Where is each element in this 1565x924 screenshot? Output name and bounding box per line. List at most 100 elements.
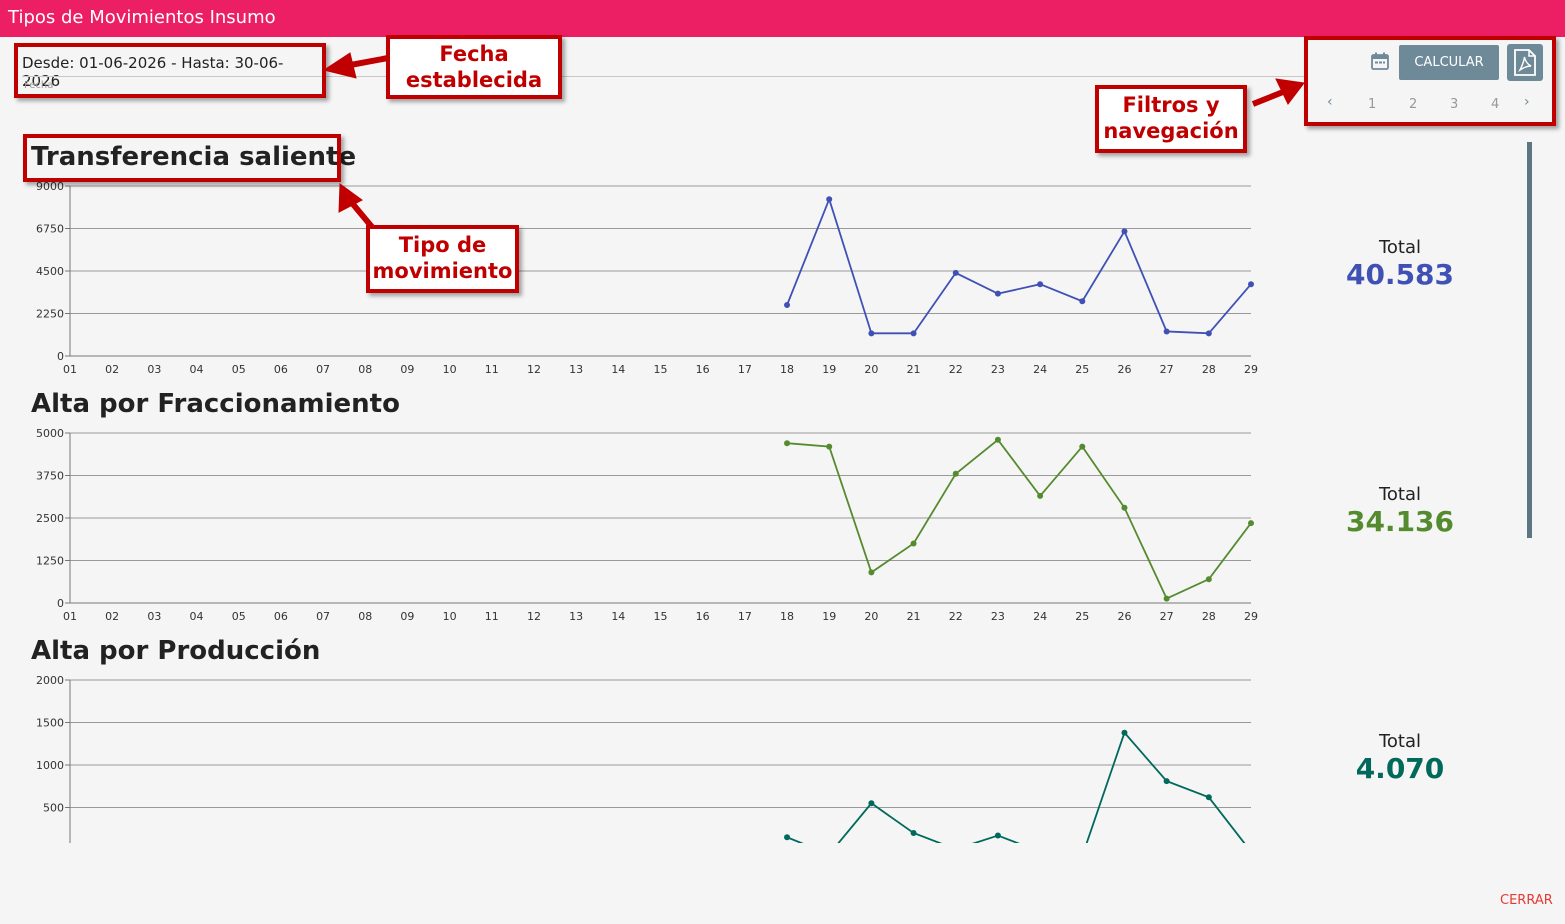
x-tick-label: 14: [611, 363, 625, 376]
pdf-export-button[interactable]: [1507, 44, 1543, 81]
x-tick-label: 04: [190, 610, 204, 623]
x-tick-label: 12: [527, 363, 541, 376]
data-point: [910, 330, 917, 337]
y-tick-label: 1500: [36, 717, 64, 730]
series-line: [786, 730, 1246, 843]
page-1[interactable]: 1: [1368, 97, 1377, 112]
highlight-filters: [1304, 36, 1556, 126]
series-line: [786, 438, 1252, 600]
y-tick-label: 6750: [36, 223, 64, 236]
page-2[interactable]: 2: [1409, 97, 1418, 112]
data-point: [1121, 504, 1128, 511]
chart-title-transferencia: Transferencia saliente: [31, 142, 357, 172]
calendar-icon[interactable]: [1370, 51, 1390, 71]
x-tick-label: 23: [991, 610, 1005, 623]
x-tick-label: 19: [822, 610, 836, 623]
data-point: [910, 540, 917, 547]
data-point: [1248, 520, 1254, 527]
total-label: Total: [1378, 484, 1422, 505]
x-tick-label: 08: [358, 610, 372, 623]
date-range-field[interactable]: Desde: 01-06-2026 - Hasta: 30-06-2026 Fe…: [22, 54, 1304, 91]
date-field-underline: [22, 76, 1304, 77]
x-tick-label: 09: [400, 363, 414, 376]
y-tick-label: 9000: [36, 180, 64, 193]
x-tick-label: 08: [358, 363, 372, 376]
x-tick-label: 16: [696, 610, 710, 623]
data-point: [1121, 228, 1128, 235]
x-tick-label: 25: [1075, 610, 1089, 623]
x-tick-label: 28: [1202, 610, 1216, 623]
x-tick-label: 01: [63, 610, 77, 623]
total-label: Total: [1378, 237, 1422, 258]
chart-clip-area: 0 500 1000 1500 2000 01 02 03 04 05 06 07 08 09 10 11 12…: [0, 660, 1300, 843]
x-tick-label: 26: [1117, 610, 1131, 623]
data-point: [1205, 576, 1212, 583]
x-tick-label: 25: [1075, 363, 1089, 376]
chart-title-produccion: Alta por Producción: [31, 636, 321, 666]
x-tick-label: 24: [1033, 363, 1047, 376]
y-tick-label: 500: [43, 802, 64, 815]
data-point: [784, 440, 791, 447]
next-page-button[interactable]: ›: [1524, 94, 1530, 110]
x-tick-label: 28: [1202, 363, 1216, 376]
total-value: 40.583: [1345, 258, 1455, 291]
x-tick-label: 22: [949, 363, 963, 376]
arrow-fecha: [344, 55, 389, 69]
x-tick-label: 15: [654, 363, 668, 376]
x-tick-label: 06: [274, 610, 288, 623]
x-tick-label: 16: [696, 363, 710, 376]
series-line: [786, 196, 1252, 335]
close-button[interactable]: CERRAR: [1500, 893, 1553, 908]
y-tick-label: 0: [57, 597, 64, 610]
y-tick-label: 2250: [36, 308, 64, 321]
scrollbar-thumb[interactable]: [1527, 142, 1532, 538]
data-point: [1163, 328, 1170, 335]
data-point: [826, 443, 833, 450]
data-point: [1163, 778, 1170, 785]
pagination: ‹ 1 2 3 4 ›: [1317, 94, 1547, 118]
x-tick-label: 03: [147, 363, 161, 376]
y-tick-label: 4500: [36, 265, 64, 278]
prev-page-button[interactable]: ‹: [1327, 94, 1333, 110]
x-tick-label: 02: [105, 363, 119, 376]
y-tick-label: 3750: [36, 470, 64, 483]
x-tick-label: 10: [443, 610, 457, 623]
x-tick-label: 05: [232, 610, 246, 623]
x-tick-label: 21: [907, 363, 921, 376]
y-tick-label: 2000: [36, 674, 64, 687]
data-point: [784, 302, 791, 308]
x-tick-label: 05: [232, 363, 246, 376]
y-tick-label: 1000: [36, 759, 64, 772]
x-tick-label: 04: [190, 363, 204, 376]
date-field-label: Fecha: [24, 80, 54, 91]
x-tick-label: 03: [147, 610, 161, 623]
x-tick-label: 24: [1033, 610, 1047, 623]
x-tick-label: 27: [1160, 610, 1174, 623]
page-3[interactable]: 3: [1450, 97, 1459, 112]
x-tick-label: 07: [316, 363, 330, 376]
y-tick-label: 1250: [36, 555, 64, 568]
data-point: [826, 196, 833, 203]
total-value: 4.070: [1355, 752, 1445, 785]
x-tick-label: 02: [105, 610, 119, 623]
x-tick-label: 18: [780, 363, 794, 376]
data-point: [952, 269, 959, 276]
x-tick-label: 27: [1160, 363, 1174, 376]
annotation-fecha: Fecha establecida: [386, 35, 562, 99]
data-point: [1205, 794, 1212, 801]
pdf-icon: [1514, 49, 1536, 76]
chart-transferencia-saliente: 0 2250 4500 6750 9000 01 02 03 04 05 06 07 08 09 10 11 1…: [36, 180, 1258, 376]
total-fraccionamiento: Total 34.136: [1300, 484, 1500, 538]
x-tick-label: 11: [485, 610, 499, 623]
y-tick-label: 0: [57, 350, 64, 363]
x-tick-label: 20: [864, 363, 878, 376]
total-value: 34.136: [1345, 505, 1455, 538]
page-4[interactable]: 4: [1491, 97, 1500, 112]
arrow-filtros: [1251, 89, 1285, 107]
total-transferencia: Total 40.583: [1300, 237, 1500, 291]
data-point: [868, 569, 875, 576]
data-point: [1079, 443, 1086, 450]
x-tick-label: 06: [274, 363, 288, 376]
calculate-button[interactable]: CALCULAR: [1399, 45, 1499, 80]
